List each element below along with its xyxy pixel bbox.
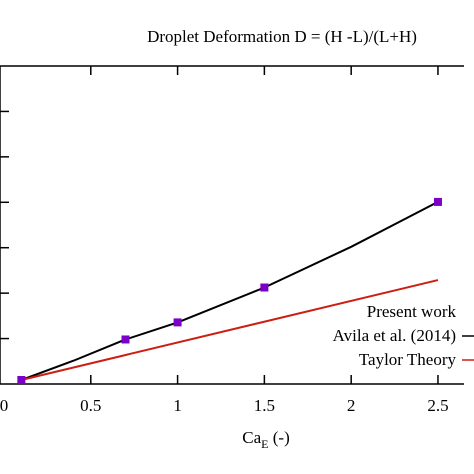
legend-label-avila: Avila et al. (2014): [333, 326, 456, 345]
legend-label-present-work: Present work: [367, 302, 457, 321]
present-work-point: [121, 335, 130, 344]
x-tick-label: 2.5: [427, 396, 448, 415]
x-axis-label-base: Ca: [242, 428, 261, 447]
present-work-point: [17, 376, 26, 385]
x-tick-label: 0.5: [80, 396, 101, 415]
x-axis-label-subscript: E: [261, 437, 268, 451]
x-tick-label: 1.5: [254, 396, 275, 415]
x-axis-label-suffix: (-): [269, 428, 290, 447]
legend-label-taylor: Taylor Theory: [359, 350, 457, 369]
x-axis-label: CaE (-): [242, 428, 289, 451]
series-line-taylor: [21, 279, 439, 381]
present-work-point: [260, 283, 269, 292]
x-tick-label: 0: [0, 396, 8, 415]
present-work-point: [433, 197, 442, 206]
x-tick-label: 2: [347, 396, 356, 415]
plot-frame: [0, 65, 464, 385]
present-work-point: [173, 318, 182, 327]
legend: Present work Avila et al. (2014) Taylor …: [333, 302, 474, 369]
x-tick-label: 1: [173, 396, 182, 415]
chart-title: Droplet Deformation D = (H -L)/(L+H): [147, 27, 417, 46]
x-ticks: 0 0.5 1 1.5 2 2.5: [0, 66, 449, 415]
series-layer: [17, 197, 442, 385]
y-ticks: [0, 110, 9, 340]
